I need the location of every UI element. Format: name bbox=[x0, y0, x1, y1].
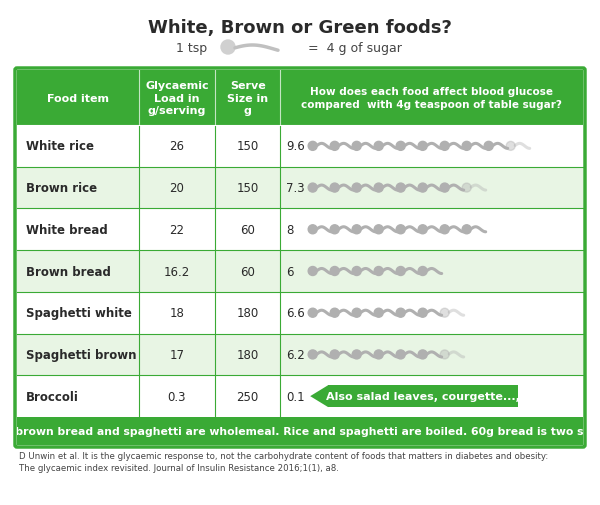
Text: 6.2: 6.2 bbox=[286, 348, 305, 361]
Circle shape bbox=[308, 309, 317, 318]
Text: 17: 17 bbox=[169, 348, 184, 361]
Text: How does each food affect blood glucose
compared  with 4g teaspoon of table suga: How does each food affect blood glucose … bbox=[301, 87, 562, 110]
Bar bbox=[17, 126, 583, 167]
Text: 9.6: 9.6 bbox=[286, 140, 305, 153]
Circle shape bbox=[308, 225, 317, 234]
Circle shape bbox=[374, 309, 383, 318]
Circle shape bbox=[418, 350, 427, 359]
Circle shape bbox=[396, 184, 405, 193]
Circle shape bbox=[330, 350, 339, 359]
Circle shape bbox=[308, 184, 317, 193]
Circle shape bbox=[440, 142, 449, 151]
Text: 60: 60 bbox=[240, 223, 255, 236]
Text: White, Brown or Green foods?: White, Brown or Green foods? bbox=[148, 19, 452, 37]
Text: Spaghetti white: Spaghetti white bbox=[26, 307, 132, 320]
Circle shape bbox=[330, 142, 339, 151]
Circle shape bbox=[221, 41, 235, 55]
Circle shape bbox=[352, 142, 361, 151]
Circle shape bbox=[374, 142, 383, 151]
Circle shape bbox=[352, 267, 361, 276]
Circle shape bbox=[462, 184, 471, 193]
Text: 180: 180 bbox=[236, 307, 259, 320]
Bar bbox=[17, 250, 583, 292]
Circle shape bbox=[506, 142, 515, 151]
Circle shape bbox=[374, 350, 383, 359]
Text: Food item: Food item bbox=[47, 93, 109, 104]
Bar bbox=[328, 385, 518, 408]
Text: White bread: White bread bbox=[26, 223, 108, 236]
Circle shape bbox=[374, 225, 383, 234]
Text: 20: 20 bbox=[169, 182, 184, 195]
Text: 26: 26 bbox=[169, 140, 184, 153]
Circle shape bbox=[352, 184, 361, 193]
Text: D Unwin et al. It is the glycaemic response to, not the carbohydrate content of : D Unwin et al. It is the glycaemic respo… bbox=[19, 451, 548, 472]
Circle shape bbox=[484, 142, 493, 151]
Text: 8: 8 bbox=[286, 223, 293, 236]
Bar bbox=[17, 71, 583, 126]
Text: 60: 60 bbox=[240, 265, 255, 278]
Circle shape bbox=[330, 225, 339, 234]
Circle shape bbox=[330, 184, 339, 193]
Circle shape bbox=[330, 267, 339, 276]
FancyArrow shape bbox=[310, 385, 328, 408]
Circle shape bbox=[396, 309, 405, 318]
Text: 1 tsp: 1 tsp bbox=[176, 41, 208, 55]
Circle shape bbox=[330, 309, 339, 318]
Text: 6: 6 bbox=[286, 265, 293, 278]
Circle shape bbox=[396, 225, 405, 234]
Circle shape bbox=[308, 267, 317, 276]
Text: Broccoli: Broccoli bbox=[26, 390, 79, 403]
Circle shape bbox=[440, 350, 449, 359]
Text: 0.3: 0.3 bbox=[167, 390, 186, 403]
Bar bbox=[17, 334, 583, 376]
Bar bbox=[17, 376, 583, 417]
Text: 180: 180 bbox=[236, 348, 259, 361]
Circle shape bbox=[418, 309, 427, 318]
Text: 22: 22 bbox=[169, 223, 184, 236]
Text: Serve
Size in
g: Serve Size in g bbox=[227, 81, 268, 116]
Bar bbox=[17, 167, 583, 209]
Text: 150: 150 bbox=[236, 140, 259, 153]
Text: 7.3: 7.3 bbox=[286, 182, 305, 195]
Circle shape bbox=[440, 184, 449, 193]
Circle shape bbox=[418, 184, 427, 193]
Circle shape bbox=[440, 309, 449, 318]
Circle shape bbox=[374, 267, 383, 276]
Text: 0.1: 0.1 bbox=[286, 390, 305, 403]
Circle shape bbox=[418, 225, 427, 234]
Circle shape bbox=[396, 142, 405, 151]
Circle shape bbox=[462, 142, 471, 151]
Circle shape bbox=[418, 142, 427, 151]
Circle shape bbox=[352, 350, 361, 359]
Text: 18: 18 bbox=[169, 307, 184, 320]
Text: 250: 250 bbox=[236, 390, 259, 403]
Text: =  4 g of sugar: = 4 g of sugar bbox=[308, 41, 402, 55]
Text: Brown bread: Brown bread bbox=[26, 265, 111, 278]
Bar bbox=[17, 292, 583, 334]
Text: 150: 150 bbox=[236, 182, 259, 195]
Text: Glycaemic
Load in
g/serving: Glycaemic Load in g/serving bbox=[145, 81, 209, 116]
Text: 16.2: 16.2 bbox=[164, 265, 190, 278]
Circle shape bbox=[374, 184, 383, 193]
Text: 6.6: 6.6 bbox=[286, 307, 305, 320]
Circle shape bbox=[440, 225, 449, 234]
Circle shape bbox=[462, 225, 471, 234]
Bar bbox=[17, 417, 583, 445]
Circle shape bbox=[308, 142, 317, 151]
Text: The brown bread and spaghetti are wholemeal. Rice and spaghetti are boiled. 60g : The brown bread and spaghetti are wholem… bbox=[0, 426, 600, 436]
Bar bbox=[17, 209, 583, 250]
Circle shape bbox=[352, 225, 361, 234]
Circle shape bbox=[396, 350, 405, 359]
Circle shape bbox=[352, 309, 361, 318]
Text: Also salad leaves, courgette...,: Also salad leaves, courgette..., bbox=[326, 391, 520, 401]
Text: Brown rice: Brown rice bbox=[26, 182, 97, 195]
Circle shape bbox=[418, 267, 427, 276]
Circle shape bbox=[308, 350, 317, 359]
Circle shape bbox=[396, 267, 405, 276]
Text: Spaghetti brown: Spaghetti brown bbox=[26, 348, 137, 361]
Text: White rice: White rice bbox=[26, 140, 94, 153]
